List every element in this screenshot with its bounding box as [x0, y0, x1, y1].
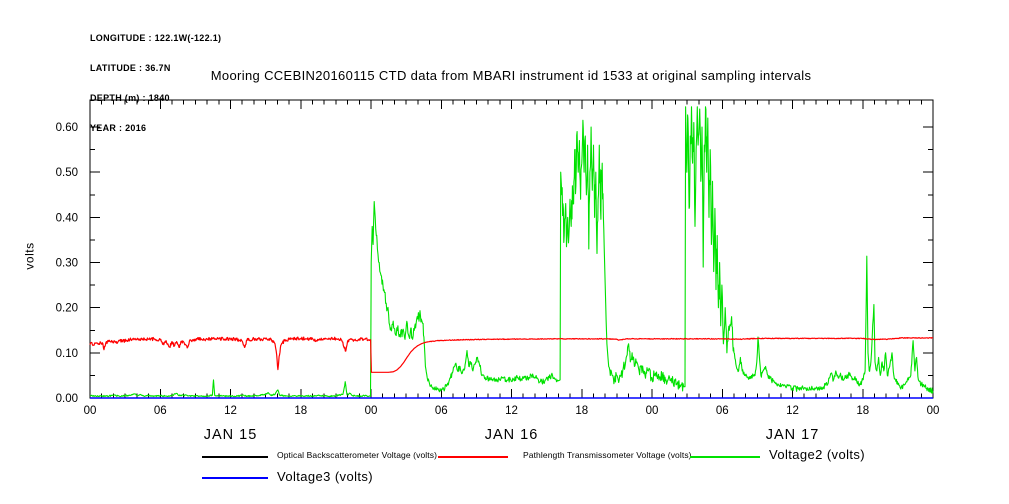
metadata-line-depth: DEPTH (m) : 1840: [90, 93, 170, 103]
series-line-pathlength-transmissometer-voltage-volts: [89, 336, 934, 373]
x-tick-label: 00: [646, 405, 659, 417]
day-label: JAN 15: [204, 427, 258, 443]
x-tick-label: 18: [856, 405, 869, 417]
legend-swatch-pathlength-transmissometer: [438, 456, 508, 458]
y-tick-label: 0.60: [56, 122, 78, 134]
legend-swatch-voltage3: [202, 477, 268, 479]
x-tick-label: 12: [224, 405, 237, 417]
legend-swatch-voltage2: [690, 456, 760, 458]
x-tick-label: 06: [435, 405, 448, 417]
metadata-line-latitude: LATITUDE : 36.7N: [90, 63, 171, 73]
x-tick-label: 18: [294, 405, 307, 417]
x-tick-label: 00: [365, 405, 378, 417]
x-tick-label: 18: [575, 405, 588, 417]
plot-frame: [89, 99, 934, 399]
x-tick-label: 06: [154, 405, 167, 417]
x-tick-label: 12: [505, 405, 518, 417]
y-tick-label: 0.30: [56, 258, 78, 270]
y-tick-label: 0.40: [56, 212, 78, 224]
y-tick-label: 0.20: [56, 303, 78, 315]
legend-swatch-optical-backscatterometer: [202, 456, 268, 458]
series-line-voltage2-volts: [89, 106, 934, 398]
metadata-line-year: YEAR : 2016: [90, 123, 147, 133]
metadata-line-longitude: LONGITUDE : 122.1W(-122.1): [90, 33, 222, 43]
legend-label-voltage3: Voltage3 (volts): [277, 469, 374, 484]
legend-label-optical-backscatterometer: Optical Backscatterometer Voltage (volts…: [277, 450, 437, 460]
x-tick-label: 12: [786, 405, 799, 417]
legend-label-voltage2: Voltage2 (volts): [769, 447, 866, 462]
x-tick-label: 06: [716, 405, 729, 417]
legend-label-pathlength-transmissometer: Pathlength Transmissometer Voltage (volt…: [523, 450, 692, 460]
chart-title: Mooring CCEBIN20160115 CTD data from MBA…: [210, 68, 812, 83]
x-tick-label: 00: [84, 405, 97, 417]
x-tick-label: 00: [927, 405, 940, 417]
day-label: JAN 16: [485, 427, 539, 443]
y-tick-label: 0.00: [56, 393, 78, 405]
day-label: JAN 17: [766, 427, 820, 443]
metadata-block: LONGITUDE : 122.1W(-122.1) LATITUDE : 36…: [90, 13, 221, 153]
y-tick-label: 0.10: [56, 348, 78, 360]
y-tick-label: 0.50: [56, 167, 78, 179]
